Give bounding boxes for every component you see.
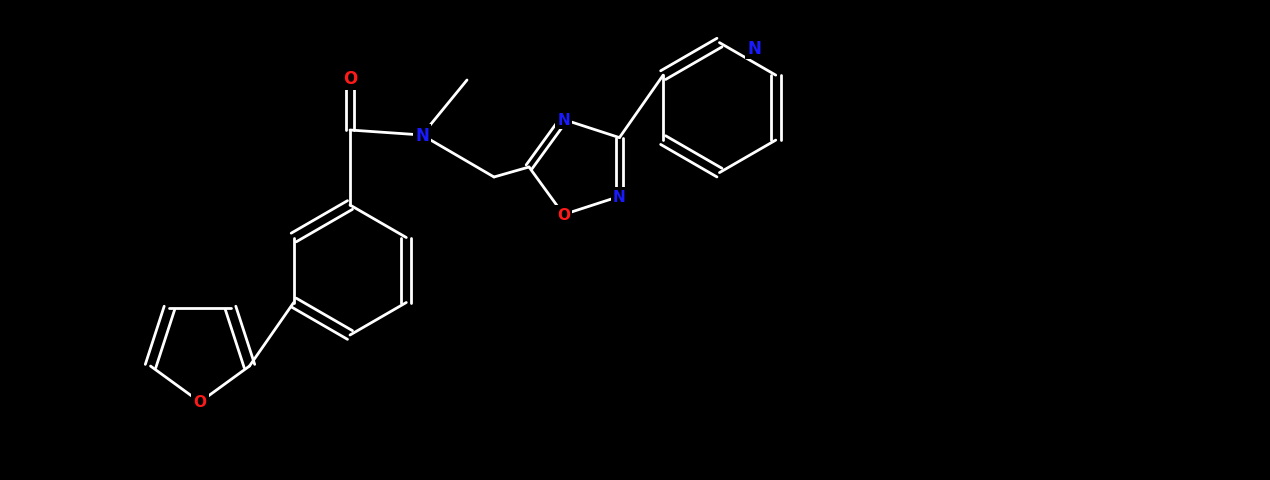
Text: N: N xyxy=(415,127,429,144)
Text: N: N xyxy=(613,190,626,204)
Text: N: N xyxy=(558,113,570,128)
Text: O: O xyxy=(193,395,207,409)
Text: O: O xyxy=(343,70,357,88)
Text: O: O xyxy=(558,208,570,223)
Text: N: N xyxy=(748,39,762,58)
